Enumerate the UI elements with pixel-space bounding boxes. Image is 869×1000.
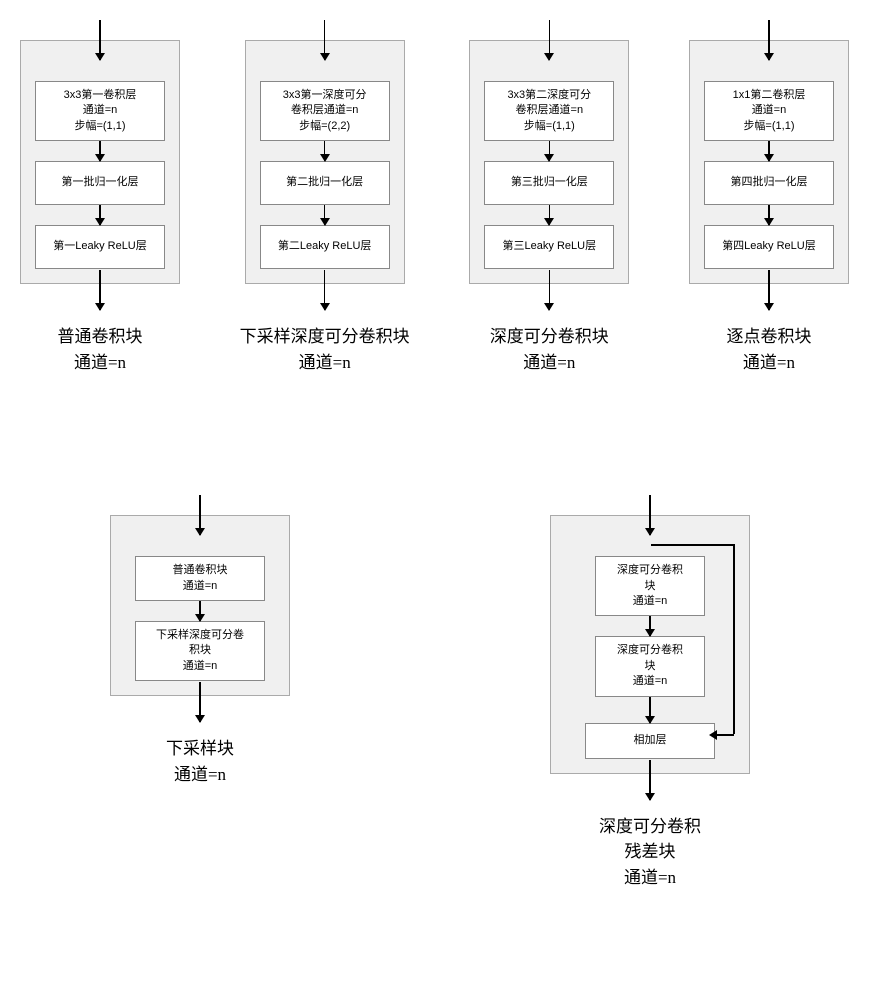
- arrow: [324, 141, 326, 161]
- residual-skip-path: [733, 544, 735, 734]
- arrow-out: [649, 760, 651, 800]
- arrow: [768, 205, 770, 225]
- node-add: 相加层: [585, 723, 715, 759]
- arrow-in: [199, 495, 201, 535]
- node-relu: 第一Leaky ReLU层: [35, 225, 165, 269]
- caption: 下采样深度可分卷积块通道=n: [240, 324, 410, 375]
- residual-skip-path: [651, 544, 733, 546]
- arrow: [324, 205, 326, 225]
- caption: 普通卷积块通道=n: [58, 324, 143, 375]
- block-ordinary-conv: 3x3第一卷积层通道=n步幅=(1,1) 第一批归一化层 第一Leaky ReL…: [20, 20, 180, 375]
- node-conv: 1x1第二卷积层通道=n步幅=(1,1): [704, 81, 834, 141]
- caption: 逐点卷积块通道=n: [726, 324, 811, 375]
- container: 1x1第二卷积层通道=n步幅=(1,1) 第四批归一化层 第四Leaky ReL…: [689, 40, 849, 284]
- container: 3x3第一卷积层通道=n步幅=(1,1) 第一批归一化层 第一Leaky ReL…: [20, 40, 180, 284]
- arrow-out: [549, 270, 551, 310]
- caption: 深度可分卷积块通道=n: [490, 324, 609, 375]
- arrow: [649, 616, 651, 636]
- arrow-out: [324, 270, 326, 310]
- arrow: [99, 205, 101, 225]
- arrow-into-add: [709, 730, 717, 740]
- arrow-in: [768, 20, 770, 60]
- arrow-in: [99, 20, 101, 60]
- arrow-out: [199, 682, 201, 722]
- node-bn: 第三批归一化层: [484, 161, 614, 205]
- residual-skip-path: [716, 734, 734, 736]
- container: 深度可分卷积块通道=n 深度可分卷积块通道=n 相加层: [550, 515, 750, 773]
- node-relu: 第三Leaky ReLU层: [484, 225, 614, 269]
- block-pointwise: 1x1第二卷积层通道=n步幅=(1,1) 第四批归一化层 第四Leaky ReL…: [689, 20, 849, 375]
- arrow: [549, 141, 551, 161]
- arrow: [549, 205, 551, 225]
- container: 3x3第一深度可分卷积层通道=n步幅=(2,2) 第二批归一化层 第二Leaky…: [245, 40, 405, 284]
- node-bn: 第四批归一化层: [704, 161, 834, 205]
- block-down-dsconv: 3x3第一深度可分卷积层通道=n步幅=(2,2) 第二批归一化层 第二Leaky…: [240, 20, 410, 375]
- row-basic-blocks: 3x3第一卷积层通道=n步幅=(1,1) 第一批归一化层 第一Leaky ReL…: [10, 20, 859, 375]
- arrow-in: [549, 20, 551, 60]
- row-composite-blocks: 普通卷积块通道=n 下采样深度可分卷积块通道=n 下采样块通道=n 深度可分卷积…: [10, 495, 859, 890]
- arrow-in: [324, 20, 326, 60]
- node-a: 深度可分卷积块通道=n: [595, 556, 705, 616]
- node-bn: 第一批归一化层: [35, 161, 165, 205]
- arrow: [99, 141, 101, 161]
- node-relu: 第四Leaky ReLU层: [704, 225, 834, 269]
- arrow: [768, 141, 770, 161]
- block-downsample: 普通卷积块通道=n 下采样深度可分卷积块通道=n 下采样块通道=n: [110, 495, 290, 890]
- node-conv: 3x3第一卷积层通道=n步幅=(1,1): [35, 81, 165, 141]
- caption: 下采样块通道=n: [166, 736, 234, 787]
- arrow-out: [768, 270, 770, 310]
- arrow: [199, 601, 201, 621]
- node-b: 深度可分卷积块通道=n: [595, 636, 705, 696]
- node-a: 普通卷积块通道=n: [135, 556, 265, 601]
- block-dsconv: 3x3第二深度可分卷积层通道=n步幅=(1,1) 第三批归一化层 第三Leaky…: [469, 20, 629, 375]
- node-conv: 3x3第二深度可分卷积层通道=n步幅=(1,1): [484, 81, 614, 141]
- container: 3x3第二深度可分卷积层通道=n步幅=(1,1) 第三批归一化层 第三Leaky…: [469, 40, 629, 284]
- node-bn: 第二批归一化层: [260, 161, 390, 205]
- caption: 深度可分卷积残差块通道=n: [599, 814, 701, 891]
- node-relu: 第二Leaky ReLU层: [260, 225, 390, 269]
- arrow: [649, 697, 651, 723]
- arrow-out: [99, 270, 101, 310]
- node-b: 下采样深度可分卷积块通道=n: [135, 621, 265, 681]
- arrow-in: [649, 495, 651, 535]
- container: 普通卷积块通道=n 下采样深度可分卷积块通道=n: [110, 515, 290, 696]
- node-conv: 3x3第一深度可分卷积层通道=n步幅=(2,2): [260, 81, 390, 141]
- block-ds-residual: 深度可分卷积块通道=n 深度可分卷积块通道=n 相加层 深度可分卷积残差块通道=…: [550, 495, 750, 890]
